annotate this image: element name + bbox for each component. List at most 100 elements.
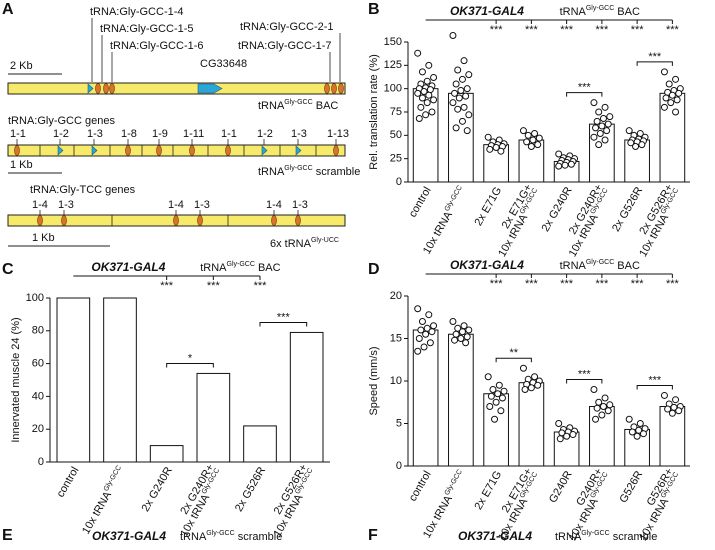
divider	[111, 215, 229, 226]
gene-label: tRNA:Gly-GCC-1-4	[90, 6, 184, 18]
trna-marker	[61, 215, 67, 226]
data-point	[454, 66, 462, 74]
gene-label: 1-2	[257, 128, 273, 140]
comparison-bracket	[259, 321, 308, 327]
trna-marker	[225, 145, 231, 156]
comparison-bracket	[166, 362, 214, 368]
construct-name: 6x tRNAGly-UCC	[270, 237, 339, 250]
data-point	[561, 161, 569, 169]
text-part: scramble	[235, 531, 283, 543]
data-point	[521, 386, 529, 393]
significance: ***	[648, 51, 662, 63]
data-point	[422, 111, 430, 119]
x-tick-label-group: control	[55, 465, 82, 500]
data-point	[592, 124, 600, 132]
text-part: 10x tRNA	[421, 209, 455, 256]
significance: ***	[595, 24, 609, 36]
construct-name: tRNAGly-GCC scramble	[555, 530, 657, 543]
data-point	[598, 122, 606, 130]
data-point	[524, 131, 532, 139]
data-point	[665, 80, 673, 88]
y-axis-label: Innervated muscle 24 (%)	[10, 317, 22, 442]
x-tick-label-group: G526R	[617, 469, 645, 505]
trna-marker	[189, 145, 195, 156]
gene-label: 1-2	[53, 128, 69, 140]
gene-label: 1-3	[194, 199, 210, 211]
trna-marker	[338, 83, 344, 94]
significance: ***	[490, 24, 504, 36]
data-point	[484, 373, 492, 381]
bar	[196, 372, 231, 463]
data-point	[425, 91, 433, 99]
construct-name: tRNAGly-GCC scramble	[180, 530, 282, 543]
bar	[56, 297, 91, 463]
data-point	[425, 311, 433, 319]
data-point	[418, 318, 426, 325]
gene-label: 1-3	[58, 199, 74, 211]
x-tick-label-group: 2x G526R+10x tRNAGly-GCC	[271, 462, 314, 539]
construct-bar	[7, 82, 346, 95]
superscript: Gly-GCC	[581, 530, 609, 537]
y-tick-label: 150	[384, 36, 402, 48]
gene-label: tRNA:Gly-GCC-1-7	[238, 40, 332, 52]
scale-label: 1 Kb	[32, 232, 55, 244]
data-point	[599, 403, 607, 410]
data-point	[423, 99, 431, 107]
superscript: Gly-GCC	[284, 99, 312, 106]
data-point	[627, 139, 635, 147]
trna-marker	[156, 145, 162, 156]
data-point	[519, 364, 527, 372]
trna-marker	[57, 145, 64, 156]
superscript: Gly-GCC	[103, 465, 123, 493]
leader	[91, 18, 341, 82]
genotype: OK371-GAL4	[91, 260, 165, 274]
data-point	[563, 432, 571, 440]
data-point	[449, 31, 457, 39]
x-tick-label-group: 2x G240R+10x tRNAGly-GCC	[178, 462, 221, 539]
data-point	[417, 103, 425, 111]
data-point	[449, 99, 457, 107]
data-point	[668, 91, 676, 99]
text-part: BAC	[255, 262, 281, 274]
chart: 0 25 50 75 100 125 150 Rel. translation rate (%…	[368, 4, 690, 259]
trna-marker	[333, 145, 339, 156]
data-point	[660, 68, 668, 76]
data-point	[639, 430, 647, 438]
data-point	[604, 120, 612, 128]
y-tick-label: 15	[390, 332, 402, 344]
data-point	[420, 343, 428, 351]
y-tick-label: 20	[32, 423, 44, 435]
y-tick-label: 0	[396, 460, 402, 472]
superscript: Gly-GCC	[444, 469, 464, 497]
data-point	[460, 103, 468, 111]
data-point	[672, 108, 680, 116]
significance: ***	[160, 280, 174, 292]
genotype: OK371-GAL4	[458, 529, 532, 543]
data-point	[593, 117, 601, 125]
y-axis-label: Speed (mm/s)	[368, 346, 380, 415]
comparison-bracket	[636, 384, 673, 390]
data-point	[425, 61, 433, 69]
data-point	[454, 105, 462, 113]
significance: ***	[560, 278, 574, 290]
gene-label: 1-1	[221, 128, 237, 140]
text-part: BAC	[313, 100, 339, 112]
data-point	[672, 396, 680, 404]
scale-label: 1 Kb	[10, 159, 33, 171]
gene-label: 1-13	[327, 128, 349, 140]
leader	[16, 139, 337, 145]
significance: ***	[631, 24, 645, 36]
data-point	[457, 335, 465, 342]
data-point	[487, 392, 495, 400]
significance: ***	[254, 280, 268, 292]
leader	[39, 210, 299, 215]
trna-marker	[295, 215, 301, 226]
data-point	[672, 75, 680, 83]
y-tick-label: 0	[396, 176, 402, 188]
significance: ***	[490, 278, 504, 290]
data-point	[449, 318, 457, 325]
data-point	[675, 89, 683, 97]
data-point	[465, 71, 473, 79]
data-point	[457, 87, 465, 95]
